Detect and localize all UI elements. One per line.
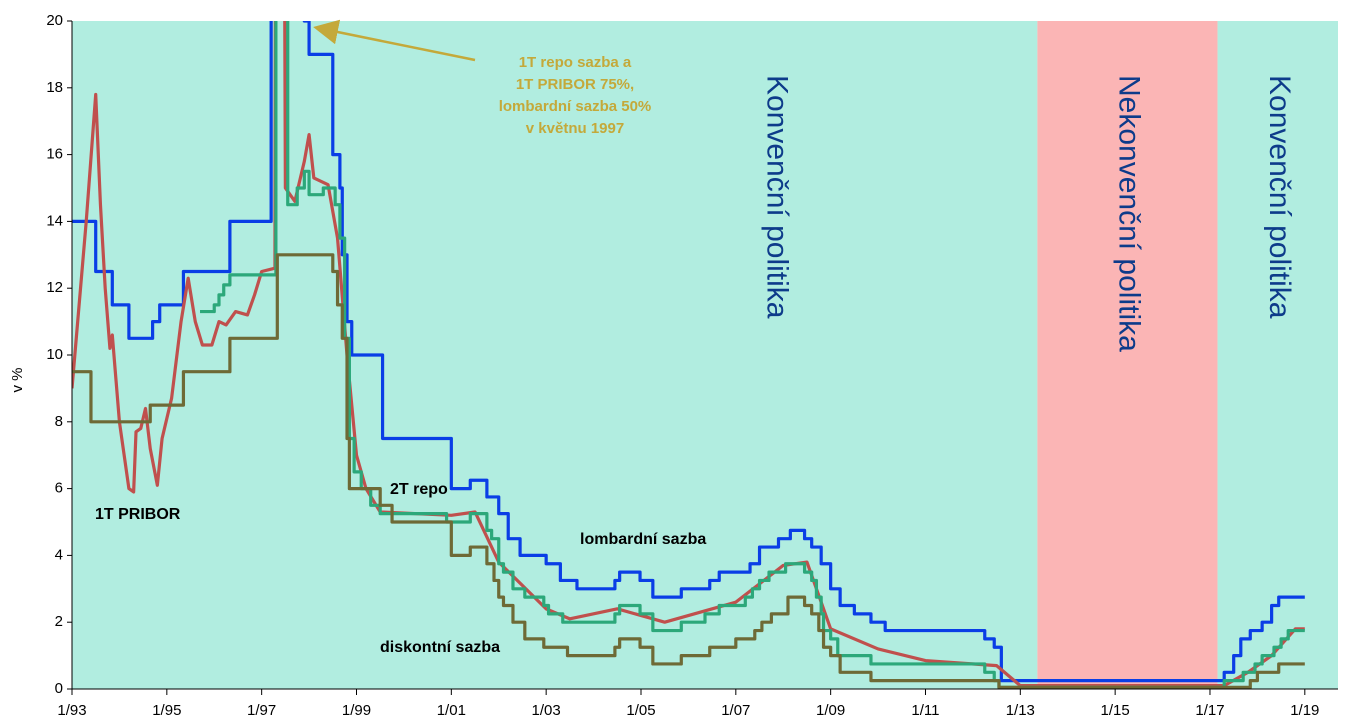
series-line [200,21,1305,689]
y-axis-label: v % [9,367,26,392]
region [1037,21,1218,689]
series-line [72,21,1305,688]
x-tick-label: 1/95 [152,702,181,719]
series-label: diskontní sazba [380,639,500,656]
x-tick-label: 1/05 [626,702,655,719]
x-tick-label: 1/09 [816,702,845,719]
annotation-line: lombardní sazba 50% [499,98,652,115]
y-tick-label: 6 [55,480,63,497]
y-tick-label: 20 [46,12,63,29]
series-line [72,21,1305,683]
series-label: lombardní sazba [580,531,706,548]
x-tick-label: 1/93 [57,702,86,719]
x-tick-label: 1/01 [437,702,466,719]
y-tick-label: 2 [55,613,63,630]
x-tick-label: 1/13 [1006,702,1035,719]
region [1217,21,1338,689]
y-tick-label: 8 [55,413,63,430]
x-tick-label: 1/19 [1290,702,1319,719]
x-tick-label: 1/03 [532,702,561,719]
y-tick-label: 4 [55,546,63,563]
annotation-line: 1T PRIBOR 75%, [516,76,634,93]
x-tick-label: 1/15 [1101,702,1130,719]
region-label: Konvenční politika [760,75,793,319]
x-tick-label: 1/99 [342,702,371,719]
foreground: Konvenční politika Nekonvenční politika Ko… [46,12,1338,719]
regions [72,21,1338,689]
region-label: Konvenční politika [1263,75,1296,319]
y-tick-label: 0 [55,680,63,697]
series-label: 2T repo [390,481,448,498]
lines [72,21,1305,689]
x-tick-label: 1/17 [1195,702,1224,719]
annotation-arrow [313,19,476,62]
region [72,21,1038,689]
x-tick-label: 1/11 [911,702,939,719]
region-label: Nekonvenční politika [1113,75,1146,352]
y-tick-label: 16 [46,146,63,163]
y-tick-label: 14 [46,212,63,229]
y-tick-label: 12 [46,279,63,296]
annotation-line: v květnu 1997 [526,120,624,137]
series-line [72,253,1305,689]
x-tick-label: 1/97 [247,702,276,719]
annotation-line: 1T repo sazba a [519,54,632,71]
x-tick-label: 1/07 [721,702,750,719]
y-tick-label: 18 [46,79,63,96]
y-tick-label: 10 [46,346,63,363]
series-label: 1T PRIBOR [95,506,181,523]
